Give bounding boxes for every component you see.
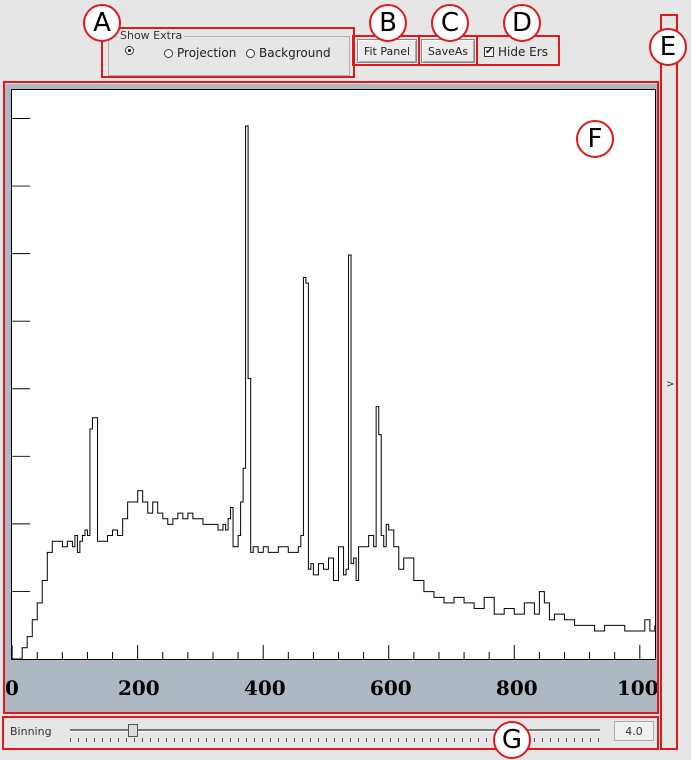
radio-option-default[interactable] — [125, 46, 138, 55]
binning-slider[interactable] — [70, 724, 600, 744]
binning-value-field[interactable]: 4.0 — [614, 721, 654, 741]
save-as-button[interactable]: SaveAs — [421, 39, 475, 63]
x-tick-label: 100 — [616, 676, 659, 700]
radio-selected-icon — [125, 46, 134, 55]
radio-option-background[interactable]: Background — [246, 46, 331, 60]
hide-ers-checkbox[interactable]: ✔ Hide Ers — [484, 45, 548, 59]
background-label: Background — [259, 46, 331, 60]
callout-d: D — [503, 4, 541, 42]
slider-tick-marks — [70, 738, 600, 742]
radio-icon — [246, 48, 255, 58]
annotation-box-a — [101, 27, 355, 78]
x-tick-label: 200 — [117, 676, 160, 700]
x-tick-label: 400 — [243, 676, 286, 700]
show-extra-title: Show Extra — [118, 29, 185, 42]
histogram-series-line — [12, 125, 655, 659]
show-extra-group — [108, 36, 350, 76]
x-tick-label: 600 — [369, 676, 412, 700]
x-tick-label: 0 — [5, 676, 19, 700]
projection-label: Projection — [177, 46, 237, 60]
checkbox-checked-icon: ✔ — [484, 46, 494, 57]
y-axis-ticks — [12, 118, 31, 592]
slider-track — [70, 729, 600, 732]
collapse-arrow-icon: > — [666, 379, 675, 390]
x-axis-ticks — [12, 645, 641, 659]
callout-e: E — [649, 28, 687, 66]
right-side-panel-handle[interactable]: > — [662, 14, 678, 749]
slider-handle[interactable] — [128, 724, 139, 737]
callout-g: G — [493, 721, 531, 759]
callout-c: C — [431, 4, 469, 42]
binning-label: Binning — [10, 725, 52, 738]
callout-b: B — [369, 4, 407, 42]
annotation-box-f — [3, 81, 659, 714]
x-tick-label: 800 — [495, 676, 538, 700]
annotation-box-e — [660, 14, 678, 750]
radio-option-projection[interactable]: Projection — [164, 46, 236, 60]
callout-f: F — [576, 120, 614, 158]
hide-ers-label: Hide Ers — [498, 45, 548, 59]
radio-icon — [164, 48, 173, 58]
callout-a: A — [83, 4, 121, 42]
histogram-plot-area[interactable] — [11, 89, 656, 660]
binning-bar: Binning 4.0 — [0, 716, 662, 750]
annotation-box-g — [2, 716, 659, 750]
